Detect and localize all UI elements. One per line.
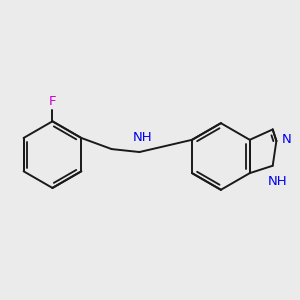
Text: N: N — [282, 133, 292, 146]
Text: NH: NH — [133, 131, 152, 144]
Text: F: F — [49, 95, 56, 108]
Text: NH: NH — [267, 175, 287, 188]
